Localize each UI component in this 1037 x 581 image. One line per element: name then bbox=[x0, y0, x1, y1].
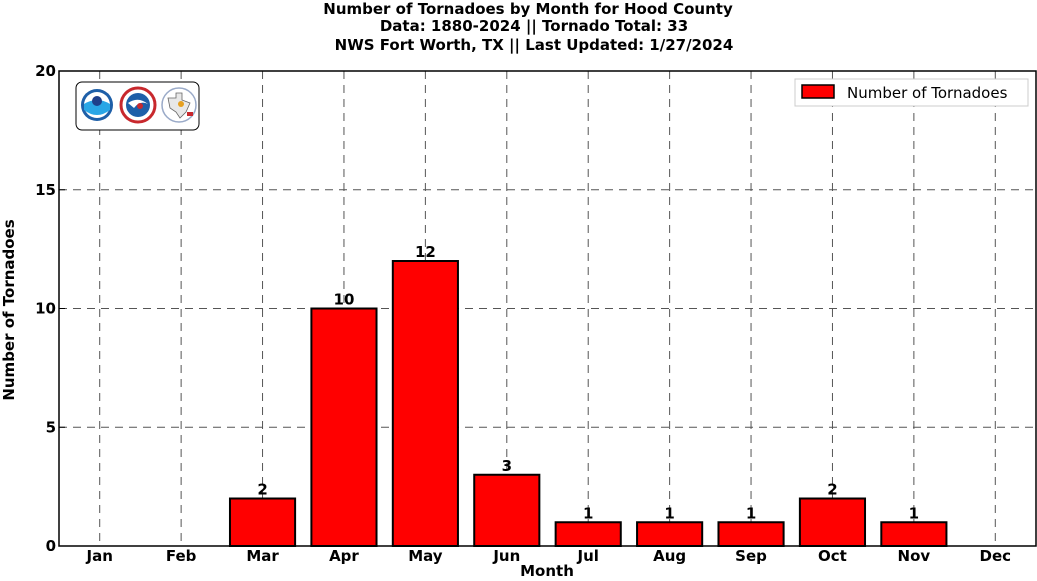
y-tick-label: 20 bbox=[35, 62, 56, 80]
x-tick-label: May bbox=[408, 547, 443, 565]
x-tick-label: Sep bbox=[735, 547, 767, 565]
y-tick-label: 10 bbox=[35, 300, 56, 318]
y-tick-label: 0 bbox=[46, 537, 56, 555]
y-axis-label: Number of Tornadoes bbox=[0, 219, 18, 400]
bar-value-label: 1 bbox=[664, 504, 674, 522]
bar-value-label: 12 bbox=[415, 243, 436, 261]
grid-lines bbox=[59, 70, 1036, 547]
x-tick-label: Aug bbox=[653, 547, 686, 565]
bar-value-label: 3 bbox=[502, 457, 512, 475]
bar-jun bbox=[473, 473, 541, 547]
legend-swatch bbox=[801, 84, 835, 99]
noaa-logo bbox=[81, 89, 113, 121]
x-tick-label: Jun bbox=[492, 547, 520, 565]
bar-jul bbox=[554, 521, 622, 547]
bar-oct bbox=[798, 497, 867, 547]
x-tick-label: Dec bbox=[980, 547, 1012, 565]
x-tick-label: Nov bbox=[898, 547, 931, 565]
bar-mar bbox=[228, 497, 297, 547]
bar-value-label: 1 bbox=[583, 504, 593, 522]
bar-nov bbox=[880, 521, 948, 547]
x-tick-label: Mar bbox=[246, 547, 279, 565]
bar-value-label: 2 bbox=[257, 481, 267, 499]
bar-value-label: 10 bbox=[334, 291, 355, 309]
bar-may bbox=[391, 260, 459, 547]
bar-value-label: 1 bbox=[746, 504, 756, 522]
x-tick-label: Oct bbox=[818, 547, 847, 565]
chart-title-line-3: NWS Fort Worth, TX || Last Updated: 1/27… bbox=[335, 36, 734, 55]
bar-value-label: 2 bbox=[827, 481, 837, 499]
chart-title-line-1: Number of Tornadoes by Month for Hood Co… bbox=[323, 0, 733, 18]
agency-logos bbox=[75, 81, 200, 131]
x-axis-label: Month bbox=[520, 562, 574, 580]
nws-fort-worth-logo bbox=[161, 87, 197, 123]
x-tick-label: Jan bbox=[86, 547, 113, 565]
legend: Number of Tornadoes bbox=[794, 78, 1029, 107]
bar-sep bbox=[717, 521, 785, 547]
bar-value-label: 1 bbox=[909, 504, 919, 522]
plot-area-frame bbox=[58, 70, 1037, 547]
x-tick-label: Apr bbox=[329, 547, 359, 565]
y-tick-label: 5 bbox=[46, 418, 56, 436]
nws-logo bbox=[119, 86, 157, 124]
chart-title-line-2: Data: 1880-2024 || Tornado Total: 33 bbox=[380, 17, 688, 36]
y-tick-labels: 0 5 10 15 20 bbox=[35, 62, 56, 555]
y-tick-label: 15 bbox=[35, 181, 56, 199]
legend-label: Number of Tornadoes bbox=[847, 84, 1008, 102]
bar-aug bbox=[636, 521, 704, 547]
x-tick-label: Jul bbox=[577, 547, 599, 565]
x-tick-labels: Jan Feb Mar Apr May Jun Jul Aug Sep Oct Nov Dec bbox=[86, 547, 1012, 565]
bar-apr bbox=[310, 307, 378, 547]
x-tick-label: Feb bbox=[166, 547, 197, 565]
